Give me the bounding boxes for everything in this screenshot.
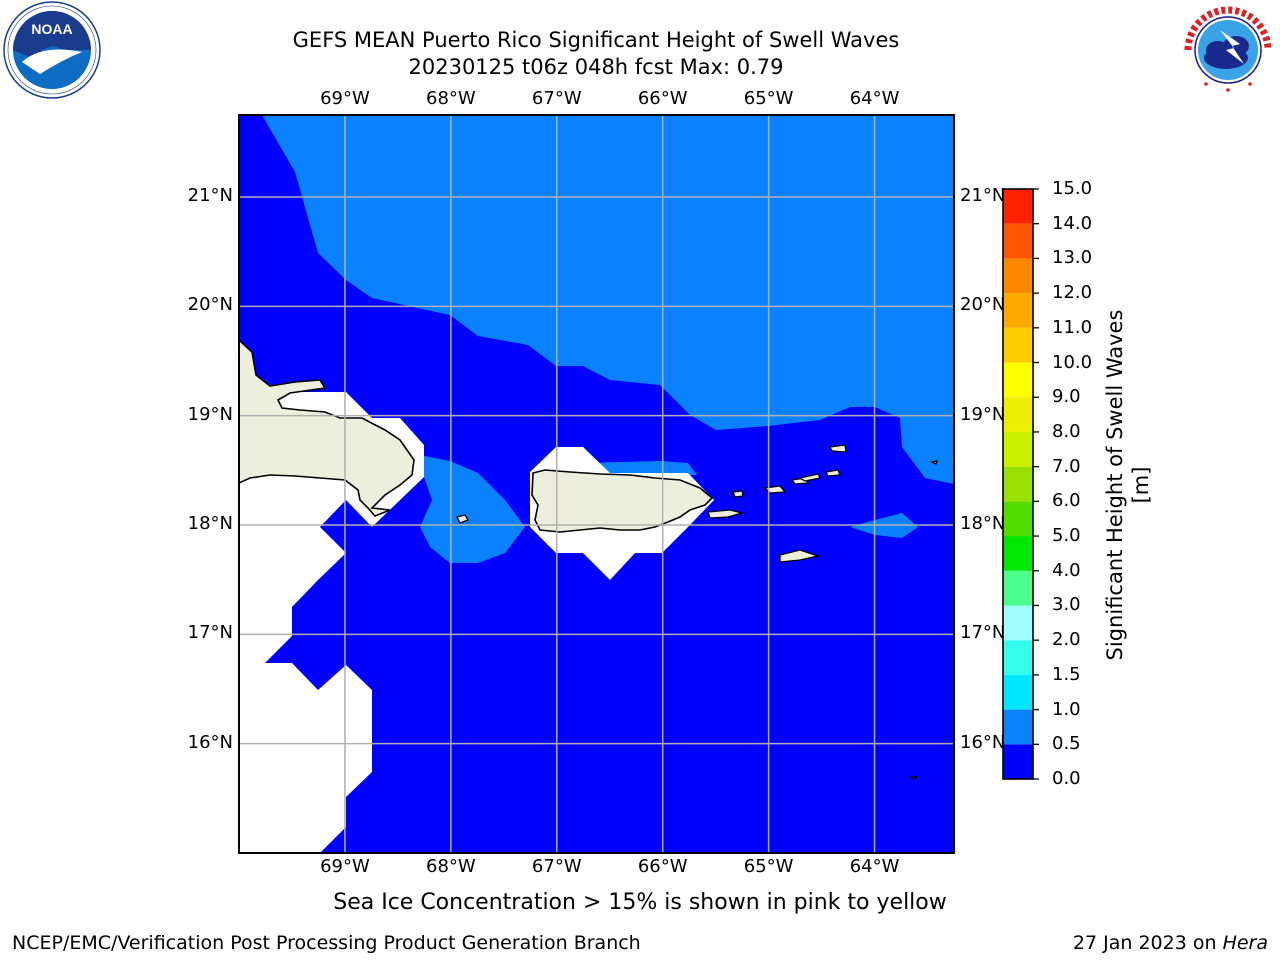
lon-label-bottom: 67°W [531,856,582,877]
colorbar-title: Significant Height of Swell Waves [m] [1103,309,1153,661]
colorbar-segment [1003,709,1033,745]
land-hispaniola [239,338,415,517]
colorbar-tick-label: 11.0 [1052,316,1093,338]
colorbar-frame [1002,188,1034,780]
lat-label-right: 16°N [960,731,1006,753]
colorbar-segment [1003,397,1033,432]
chart-title: GEFS MEAN Puerto Rico Significant Height… [292,28,900,52]
lat-label-right: 19°N [960,403,1006,425]
colorbar-tick-label: 2.0 [1052,629,1081,651]
colorbar-segment [1003,293,1033,328]
lon-label-bottom: 68°W [425,856,476,877]
noaa-logo-text: NOAA [31,21,72,37]
island-virgin-gorda [825,469,841,477]
island-anguilla [930,460,938,465]
colorbar-tick-label: 1.0 [1052,698,1081,720]
colorbar-tick-label: 5.0 [1052,525,1081,547]
land-puerto-rico [531,469,714,533]
lat-label-left: 20°N [187,294,233,316]
lon-label-top: 69°W [320,88,370,109]
lat-label-right: 20°N [960,294,1006,316]
lon-label-top: 67°W [531,88,582,109]
colorbar-tick-label: 0.5 [1052,733,1081,755]
island-anegada [829,444,847,453]
colorbar-segment [1003,258,1033,294]
colorbar-tick-label: 12.0 [1052,282,1093,304]
island-south [909,776,918,780]
lat-label-left: 18°N [187,513,233,534]
lon-label-top: 65°W [743,88,794,109]
colorbar-tick-label: 0.0 [1052,768,1081,789]
lon-label-top: 64°W [849,88,900,109]
colorbar-segment [1003,327,1033,363]
nws-logo [1181,3,1275,97]
colorbar-tick-label: 13.0 [1052,247,1093,269]
lat-label-left: 19°N [187,403,233,425]
colorbar-segment [1003,223,1033,259]
colorbar-tick-label: 3.0 [1052,594,1081,616]
lat-label-right: 17°N [960,622,1006,644]
footer-host: Hera [1222,932,1268,954]
colorbar-tick-label: 10.0 [1052,351,1093,373]
island-vieques [707,509,745,519]
sea-ice-note: Sea Ice Concentration > 15% is shown in … [333,890,947,915]
map-frame [238,114,955,854]
colorbar-tick-label: 4.0 [1052,559,1081,581]
map-field [239,115,954,853]
island-culebra [732,490,744,498]
colorbar-tick-label: 14.0 [1052,212,1093,234]
noaa-logo: NOAA [3,1,101,99]
colorbar-tick-label: 9.0 [1052,386,1081,408]
lat-label-right: 18°N [960,513,1006,534]
colorbar-tick-label: 15.0 [1052,178,1093,199]
island-tortola [798,473,821,482]
colorbar-segment [1003,605,1033,641]
lon-label-bottom: 69°W [320,856,370,877]
lat-label-left: 21°N [187,185,233,206]
chart-subtitle: 20230125 t06z 048h fcst Max: 0.79 [408,55,784,79]
colorbar-tick-label: 6.0 [1052,490,1081,512]
footer-credit: NCEP/EMC/Verification Post Processing Pr… [12,932,641,954]
colorbar-segment [1003,362,1033,398]
colorbar-segment [1003,570,1033,606]
colorbar-segment [1003,501,1033,537]
colorbar-segment [1003,744,1033,779]
lon-label-top: 68°W [425,88,476,109]
lat-label-right: 21°N [960,185,1006,206]
swell-band-0.5-1.0-mona [420,456,525,563]
colorbar-segment [1003,189,1033,224]
colorbar-segment [1003,431,1033,467]
lon-label-bottom: 64°W [849,856,900,877]
colorbar-segment [1003,674,1033,710]
lon-label-top: 66°W [637,88,688,109]
swell-band-0.5-1.0-north [262,115,954,484]
lon-label-bottom: 66°W [637,856,688,877]
colorbar-segment [1003,640,1033,675]
footer-date-text: 27 Jan 2023 on [1072,932,1223,954]
lat-label-left: 17°N [187,622,233,644]
colorbar-tick-label: 8.0 [1052,420,1081,442]
colorbar-tick-label: 7.0 [1052,455,1081,477]
lat-label-left: 16°N [187,731,233,753]
colorbar-segment [1003,466,1033,502]
island-mona [456,514,469,524]
swell-band-0.5-1.0-pr-north [583,461,697,475]
colorbar-tick-label: 1.5 [1052,663,1081,685]
island-st-croix [779,549,821,563]
lon-label-bottom: 65°W [743,856,794,877]
footer-date: 27 Jan 2023 on Hera [1073,932,1268,954]
colorbar-segment [1003,536,1033,571]
